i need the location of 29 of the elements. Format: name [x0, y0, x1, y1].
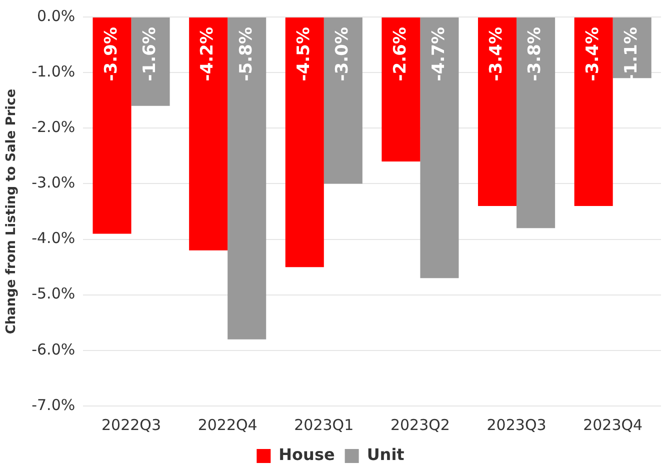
data-label: -3.4% [583, 27, 604, 82]
data-label: -3.4% [486, 27, 507, 82]
y-tick-label: -5.0% [32, 284, 76, 303]
y-axis-title: Change from Listing to Sale Price [4, 88, 20, 334]
x-tick-label: 2023Q4 [583, 416, 643, 434]
data-label: -3.9% [101, 27, 122, 82]
y-tick-label: -2.0% [32, 118, 76, 136]
y-tick-label: 0.0% [37, 6, 76, 25]
data-label: -1.1% [622, 27, 642, 82]
y-tick-label: -7.0% [32, 396, 76, 414]
data-label: -5.8% [236, 27, 256, 82]
y-tick-label: -3.0% [32, 174, 76, 192]
x-tick-label: 2023Q3 [486, 416, 546, 434]
data-label: -2.6% [390, 27, 410, 82]
legend-label: House [278, 445, 335, 464]
data-label: -3.8% [525, 27, 546, 82]
data-label: -4.7% [428, 27, 449, 82]
data-label: -4.2% [198, 27, 218, 82]
legend-label: Unit [366, 445, 405, 464]
x-tick-label: 2023Q2 [390, 416, 450, 434]
x-tick-label: 2023Q1 [294, 416, 354, 434]
x-tick-label: 2022Q3 [102, 416, 162, 434]
y-tick-label: -4.0% [32, 229, 76, 248]
data-label: -4.5% [294, 27, 314, 82]
data-label: -3.0% [332, 27, 353, 82]
y-tick-label: -1.0% [32, 62, 76, 80]
x-tick-label: 2022Q4 [198, 416, 258, 434]
y-tick-label: -6.0% [32, 340, 76, 358]
data-label: -1.6% [140, 27, 160, 82]
